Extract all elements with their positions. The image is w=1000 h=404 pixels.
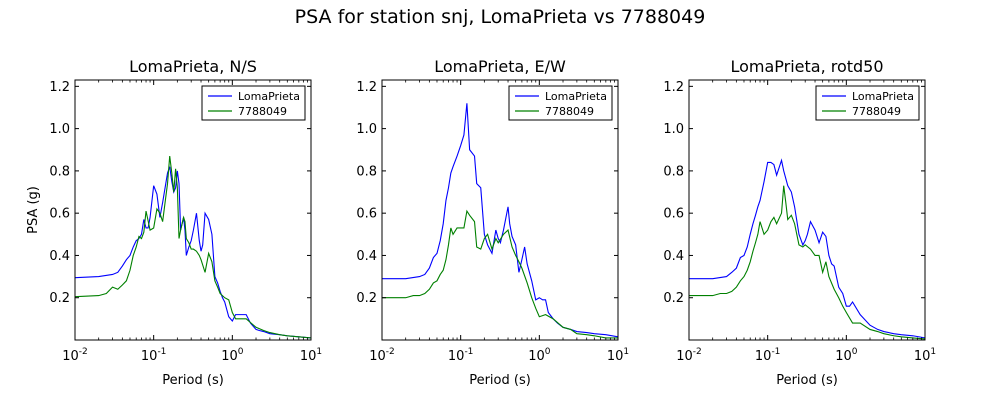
chart-title: LomaPrieta, rotd50: [730, 57, 883, 76]
legend: LomaPrieta 7788049: [201, 85, 306, 121]
x-tick-label: 101: [300, 347, 322, 364]
legend-label: 7788049: [238, 105, 287, 118]
y-tick-label: 0.2: [663, 291, 684, 306]
chart-panel-2: LomaPrieta, E/W 0.2 0.4 0.6 0.8 1.0 1.2 10-2 10-…: [356, 57, 629, 388]
y-tick-label: 1.2: [49, 80, 70, 95]
series-line-7788049: [75, 156, 311, 339]
y-tick-label: 1.0: [663, 122, 684, 137]
x-tick-label: 100: [221, 347, 244, 364]
y-tick-label: 1.0: [49, 122, 70, 137]
y-tick-label: 0.6: [356, 207, 377, 222]
x-tick-label: 100: [835, 347, 858, 364]
series-line-lomaprieta: [382, 103, 618, 338]
axes-frame: [688, 79, 926, 341]
y-tick-label: 0.8: [49, 164, 70, 179]
x-tick-label: 10-2: [62, 347, 88, 364]
x-axis-label: Period (s): [469, 373, 531, 388]
x-tick-label: 10-1: [141, 347, 167, 364]
chart-panel-1: LomaPrieta, N/S 0.2 0.4 0.6 0.8 1.0 1.2 10-2 10-…: [26, 57, 322, 388]
legend-box: [815, 85, 920, 121]
series-line-7788049: [382, 209, 618, 339]
x-tick-label: 100: [528, 347, 551, 364]
axes-frame: [381, 79, 619, 341]
y-tick-label: 0.2: [49, 291, 70, 306]
chart-title: LomaPrieta, E/W: [434, 57, 566, 76]
x-tick-label: 10-2: [676, 347, 702, 364]
x-tick-label: 10-2: [369, 347, 395, 364]
chart-panel-3: LomaPrieta, rotd50 0.2 0.4 0.6 0.8 1.0 1.2 10-2…: [663, 57, 936, 388]
series-line-lomaprieta: [689, 158, 925, 339]
x-tick-label: 101: [607, 347, 629, 364]
y-tick-label: 0.8: [663, 164, 684, 179]
legend-box: [201, 85, 306, 121]
y-tick-label: 0.2: [356, 291, 377, 306]
y-tick-label: 0.6: [49, 207, 70, 222]
y-tick-label: 1.2: [356, 80, 377, 95]
x-tick-label: 10-1: [448, 347, 474, 364]
series-line-lomaprieta: [75, 166, 311, 339]
y-tick-label: 0.4: [49, 249, 70, 264]
x-tick-label: 101: [914, 347, 936, 364]
y-tick-label: 0.4: [663, 249, 684, 264]
legend-label: LomaPrieta: [545, 90, 607, 103]
figure-suptitle: PSA for station snj, LomaPrieta vs 77880…: [295, 6, 706, 28]
x-axis-label: Period (s): [776, 373, 838, 388]
y-tick-label: 0.6: [663, 207, 684, 222]
axes-frame: [74, 79, 312, 341]
y-tick-label: 0.8: [356, 164, 377, 179]
legend: LomaPrieta 7788049: [815, 85, 920, 121]
y-tick-label: 0.4: [356, 249, 377, 264]
legend-label: 7788049: [852, 105, 901, 118]
x-axis-label: Period (s): [162, 373, 224, 388]
legend-label: 7788049: [545, 105, 594, 118]
y-tick-label: 1.2: [663, 80, 684, 95]
series-line-7788049: [689, 185, 925, 340]
legend-box: [508, 85, 613, 121]
y-tick-label: 1.0: [356, 122, 377, 137]
legend-label: LomaPrieta: [852, 90, 914, 103]
y-axis-label: PSA (g): [26, 186, 41, 234]
chart-title: LomaPrieta, N/S: [129, 57, 257, 76]
legend: LomaPrieta 7788049: [508, 85, 613, 121]
x-tick-label: 10-1: [755, 347, 781, 364]
legend-label: LomaPrieta: [238, 90, 300, 103]
